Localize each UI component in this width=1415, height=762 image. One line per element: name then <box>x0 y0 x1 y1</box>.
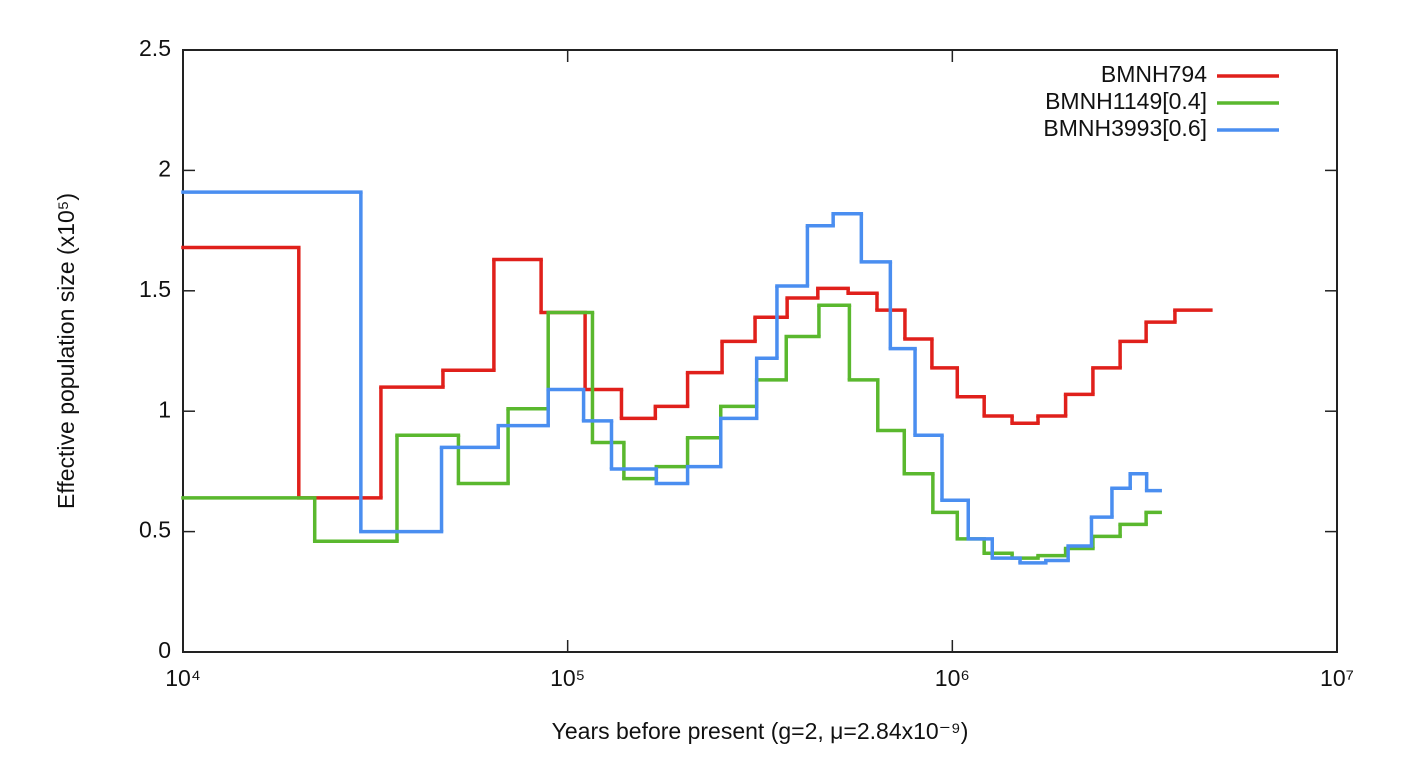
legend-label: BMNH1149[0.4] <box>1045 88 1207 114</box>
x-axis-label: Years before present (g=2, μ=2.84x10⁻⁹) <box>552 718 969 744</box>
y-tick-label: 0 <box>158 637 171 663</box>
x-tick-label: 10⁶ <box>935 665 970 691</box>
y-axis-label: Effective population size (x10⁵) <box>53 193 79 509</box>
x-tick-label: 10⁴ <box>165 665 200 691</box>
y-tick-label: 2 <box>158 155 171 181</box>
y-tick-label: 2.5 <box>139 35 171 61</box>
x-tick-label: 10⁷ <box>1320 665 1354 691</box>
legend-label: BMNH794 <box>1101 61 1207 87</box>
y-tick-label: 0.5 <box>139 517 171 543</box>
legend-label: BMNH3993[0.6] <box>1043 115 1207 141</box>
x-tick-label: 10⁵ <box>550 665 585 691</box>
y-tick-label: 1 <box>158 396 171 422</box>
plot-frame <box>182 49 1338 653</box>
y-tick-label: 1.5 <box>139 276 171 302</box>
